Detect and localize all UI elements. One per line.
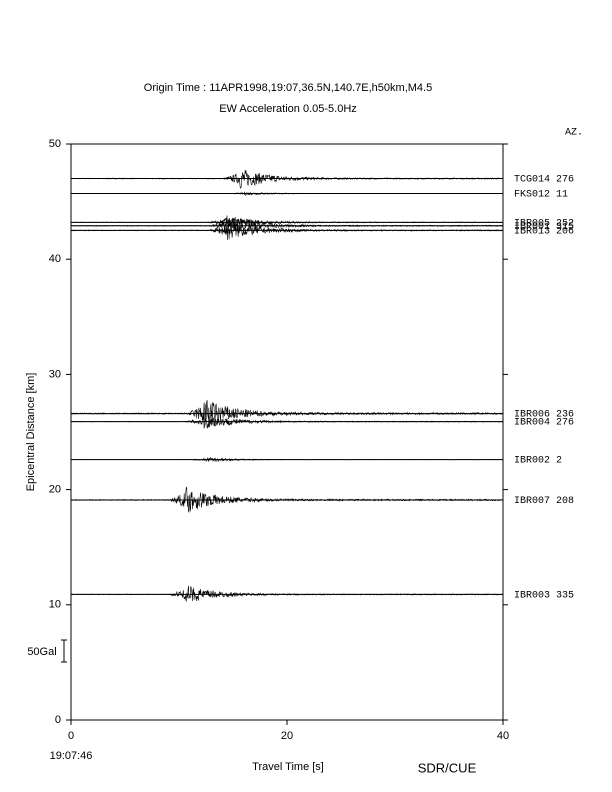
station-azimuth: 206 (556, 226, 574, 237)
station-label: IBR002 2 (514, 455, 562, 466)
waveform (70, 191, 504, 196)
station-label: IBR005 252 (514, 218, 574, 229)
station-name: TCG014 (514, 174, 550, 185)
station-label: FKS012 11 (514, 189, 568, 200)
station-label: IBR001 315 (514, 221, 574, 232)
station-name: IBR001 (514, 221, 550, 232)
x-tick-label: 20 (281, 730, 293, 742)
station-label: IBR006 236 (514, 409, 574, 420)
station-azimuth: 236 (556, 409, 574, 420)
station-name: IBR004 (514, 417, 550, 428)
waveform (70, 456, 504, 462)
station-azimuth: 335 (556, 590, 574, 601)
station-azimuth: 252 (556, 218, 574, 229)
station-azimuth: 2 (556, 455, 562, 466)
y-axis-label: Epicentral Distance [km] (25, 373, 37, 492)
x-tick-label: 40 (497, 730, 509, 742)
station-azimuth: 276 (556, 417, 574, 428)
station-label: IBR007 208 (514, 496, 574, 507)
waveform (70, 170, 504, 189)
x-axis-label: Travel Time [s] (252, 761, 324, 773)
y-tick-label: 10 (49, 599, 61, 611)
station-label: IBR013 206 (514, 226, 574, 237)
station-label: IBR004 276 (514, 417, 574, 428)
chart-title: Origin Time : 11APR1998,19:07,36.5N,140.… (144, 82, 432, 94)
station-label: IBR003 335 (514, 590, 574, 601)
station-azimuth: 208 (556, 496, 574, 507)
waveform (70, 215, 504, 228)
chart-subtitle: EW Acceleration 0.05-5.0Hz (219, 103, 357, 115)
station-name: IBR002 (514, 455, 550, 466)
waveform (70, 486, 504, 513)
y-tick-label: 50 (49, 138, 61, 150)
station-name: FKS012 (514, 189, 550, 200)
waveform (70, 221, 504, 241)
azimuth-header: AZ. (565, 128, 583, 139)
waveform (70, 413, 504, 429)
scale-label: 50Gal (27, 646, 56, 658)
y-tick-label: 20 (49, 484, 61, 496)
station-azimuth: 11 (556, 189, 568, 200)
station-name: IBR013 (514, 226, 550, 237)
station-azimuth: 276 (556, 174, 574, 185)
y-tick-label: 40 (49, 253, 61, 265)
station-name: IBR006 (514, 409, 550, 420)
waveform (70, 585, 504, 602)
x-tick-label: 0 (68, 730, 74, 742)
waveform (70, 218, 504, 235)
station-label: TCG014 276 (514, 174, 574, 185)
station-name: IBR003 (514, 590, 550, 601)
start-time: 19:07:46 (50, 750, 93, 762)
waveform (70, 399, 504, 426)
station-azimuth: 315 (556, 221, 574, 232)
credit: SDR/CUE (418, 760, 477, 775)
station-name: IBR005 (514, 218, 550, 229)
y-tick-label: 0 (55, 714, 61, 726)
y-tick-label: 30 (49, 368, 61, 380)
station-name: IBR007 (514, 496, 550, 507)
